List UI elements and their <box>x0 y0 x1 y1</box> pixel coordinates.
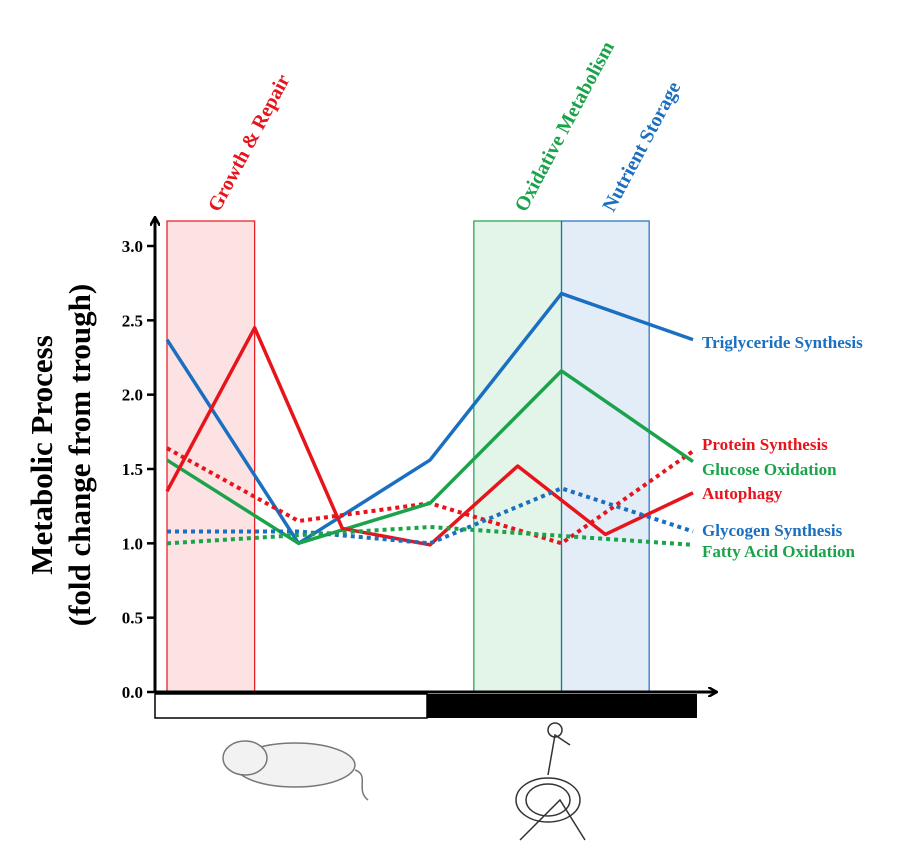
y-tick-label: 3.0 <box>122 237 143 256</box>
page: {"chart_data": { "type": "line", "y_labe… <box>0 0 905 848</box>
series-label: Glycogen Synthesis <box>702 521 843 540</box>
dark-phase <box>427 694 697 718</box>
region <box>474 221 562 692</box>
y-axis-title: (fold change from trough) <box>62 284 97 626</box>
light-phase <box>155 694 427 718</box>
y-axis-title: Metabolic Process <box>24 335 59 575</box>
series-label: Autophagy <box>702 484 783 503</box>
y-tick-label: 2.0 <box>122 386 143 405</box>
series-label: Protein Synthesis <box>702 435 828 454</box>
y-tick-label: 1.5 <box>122 460 143 479</box>
region-label: Nutrient Storage <box>598 78 685 215</box>
sleeping-mouse <box>223 741 368 800</box>
chart: Growth & Repair Oxidative MetabolismNutri… <box>0 0 905 848</box>
region <box>562 221 650 692</box>
y-tick-label: 2.5 <box>122 311 143 330</box>
region-label: Oxidative Metabolism <box>511 37 620 215</box>
y-tick-label: 1.0 <box>122 534 143 553</box>
running-mouse <box>516 723 585 840</box>
y-tick-label: 0.0 <box>122 683 143 702</box>
bands: Growth & Repair Oxidative MetabolismNutri… <box>167 37 685 692</box>
series-label: Triglyceride Synthesis <box>702 333 863 352</box>
y-tick-label: 0.5 <box>122 609 143 628</box>
series-label: Fatty Acid Oxidation <box>702 542 856 561</box>
series-label: Glucose Oxidation <box>702 460 837 479</box>
region-label: Growth & Repair <box>204 71 295 216</box>
